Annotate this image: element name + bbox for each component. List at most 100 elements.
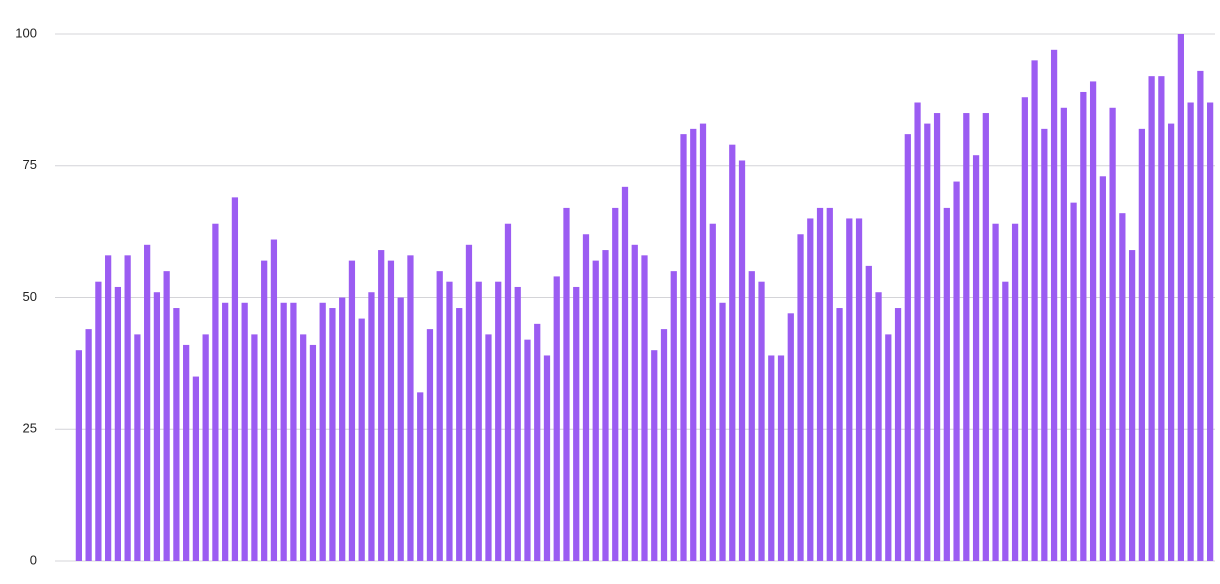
bar <box>621 186 629 561</box>
bar <box>1119 213 1126 561</box>
bar <box>729 144 736 562</box>
bar <box>241 302 248 561</box>
bar <box>426 329 434 561</box>
bar <box>943 207 950 561</box>
bar <box>836 308 843 561</box>
bar <box>563 207 570 561</box>
y-tick-label: 75 <box>23 157 37 172</box>
bar <box>387 260 395 561</box>
bar <box>231 197 239 561</box>
bar <box>153 292 161 561</box>
bar <box>270 239 278 561</box>
bar <box>573 286 580 561</box>
bar <box>972 155 980 561</box>
bar <box>816 207 824 561</box>
bar <box>85 329 92 561</box>
bar <box>807 218 814 561</box>
bar <box>1021 97 1028 562</box>
bar <box>1158 76 1165 561</box>
bar <box>787 313 794 561</box>
bar <box>612 207 619 561</box>
bar <box>95 281 102 561</box>
bar <box>183 344 190 561</box>
bar <box>1050 49 1058 562</box>
bar <box>75 350 82 561</box>
bar <box>602 250 609 561</box>
bar <box>924 123 931 561</box>
y-tick-label: 100 <box>15 25 37 40</box>
bar <box>1197 70 1204 561</box>
y-tick-label: 50 <box>23 289 37 304</box>
y-tick-label: 0 <box>30 552 37 567</box>
bar <box>124 255 131 561</box>
bar <box>417 392 424 561</box>
bar <box>485 334 492 561</box>
bar <box>475 281 482 561</box>
bar <box>885 334 892 561</box>
bar <box>582 234 590 561</box>
bar <box>1099 176 1106 562</box>
bar <box>261 260 268 561</box>
bar <box>1002 281 1009 561</box>
bar <box>1177 34 1184 561</box>
bar <box>826 207 833 561</box>
bar <box>222 302 229 561</box>
bar <box>904 134 911 561</box>
bar <box>456 308 463 561</box>
bar <box>777 355 785 561</box>
bar <box>397 297 404 561</box>
bar <box>1167 123 1175 561</box>
bar <box>407 255 414 561</box>
bar <box>290 302 297 561</box>
bar <box>1187 102 1194 561</box>
bar <box>719 302 726 561</box>
bar <box>105 255 112 561</box>
bar <box>914 102 921 561</box>
bar <box>660 329 668 561</box>
bar <box>504 223 512 561</box>
bar <box>680 134 687 561</box>
bar <box>1138 128 1145 562</box>
bar <box>144 244 151 562</box>
bar <box>446 281 453 561</box>
bar <box>319 302 326 561</box>
bar <box>963 113 970 562</box>
bar <box>709 223 716 561</box>
bar <box>339 297 346 561</box>
bar <box>329 308 336 561</box>
bar <box>1109 107 1116 561</box>
bar <box>1207 102 1214 561</box>
bar <box>670 271 677 561</box>
bar <box>982 113 989 562</box>
bar <box>495 281 502 561</box>
bar <box>592 260 599 561</box>
bar <box>553 276 560 561</box>
bar <box>163 271 170 561</box>
bar <box>300 334 307 561</box>
bar <box>738 160 746 562</box>
bar <box>280 302 287 561</box>
bar <box>1089 81 1097 562</box>
bar <box>1011 223 1019 561</box>
bar <box>368 292 375 561</box>
bar <box>134 334 141 561</box>
bar <box>378 250 385 561</box>
bar <box>309 344 317 561</box>
bar <box>699 123 707 561</box>
bar <box>690 128 697 562</box>
bar <box>855 218 863 561</box>
bar <box>992 223 999 561</box>
bar <box>631 244 638 562</box>
bar <box>192 376 200 561</box>
bar <box>846 218 853 561</box>
bar <box>202 334 209 561</box>
bar <box>1041 128 1048 562</box>
bar <box>1080 91 1087 561</box>
bar <box>1070 202 1077 561</box>
bar <box>651 350 658 561</box>
bar <box>436 271 443 561</box>
bar <box>465 244 473 562</box>
bar <box>894 308 902 561</box>
bar <box>875 292 882 561</box>
